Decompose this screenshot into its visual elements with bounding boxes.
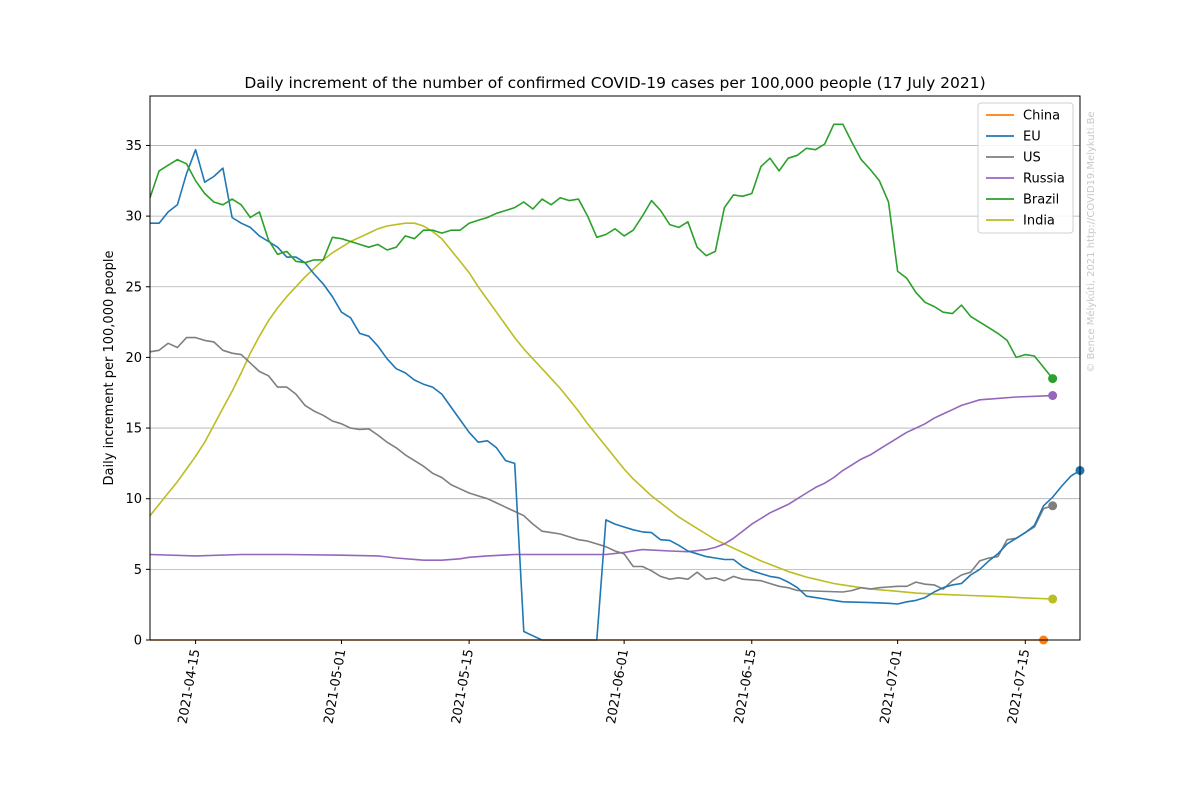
legend-label-eu: EU	[1023, 130, 1041, 145]
y-tick-label: 15	[125, 422, 142, 437]
series-endpoint-us	[1048, 501, 1058, 511]
series-endpoint-brazil	[1048, 374, 1058, 384]
legend-label-china: China	[1023, 109, 1060, 124]
series-line-brazil	[149, 123, 1054, 380]
x-tick-label: 2021-04-15	[176, 648, 204, 725]
series-endpoint-russia	[1048, 391, 1058, 401]
x-tick-label: 2021-05-15	[449, 648, 477, 725]
series-line-russia	[149, 394, 1053, 562]
legend-label-us: US	[1023, 151, 1041, 166]
series-endpoint-india	[1048, 594, 1058, 604]
plot-frame	[149, 95, 1081, 641]
series-line-eu	[150, 148, 1081, 641]
x-tick-label: 2021-05-01	[322, 648, 350, 725]
series-line-us	[149, 336, 1053, 593]
x-tick-label: 2021-06-15	[732, 648, 760, 725]
y-axis-label: Daily increment per 100,000 people	[102, 251, 117, 486]
chart-title: Daily increment of the number of confirm…	[244, 74, 985, 92]
plot-area	[149, 123, 1085, 645]
y-tick-label: 10	[125, 492, 142, 507]
y-tick-label: 0	[134, 634, 142, 649]
x-tick-label: 2021-06-01	[604, 648, 632, 725]
y-tick-label: 30	[125, 210, 142, 225]
legend-label-india: India	[1023, 214, 1055, 229]
y-tick-label: 25	[125, 280, 142, 295]
y-tick-label: 35	[125, 139, 142, 154]
axes: 0 5 10 15 20 25 30 35 2021-04-15 2021-05-01 2021-0…	[125, 139, 1033, 725]
watermark: © Bence Mélykúti, 2021 http://COVID19.Me…	[1085, 111, 1097, 372]
legend-label-brazil: Brazil	[1023, 193, 1059, 208]
legend-label-russia: Russia	[1023, 172, 1065, 187]
series-line-india	[149, 222, 1053, 600]
x-tick-label: 2021-07-01	[878, 648, 906, 725]
grid-lines	[150, 145, 1080, 570]
x-tick-label: 2021-07-15	[1005, 648, 1033, 725]
y-tick-label: 20	[125, 351, 142, 366]
legend: China EU US Russia Brazil India	[977, 102, 1074, 234]
y-tick-label: 5	[134, 563, 142, 578]
